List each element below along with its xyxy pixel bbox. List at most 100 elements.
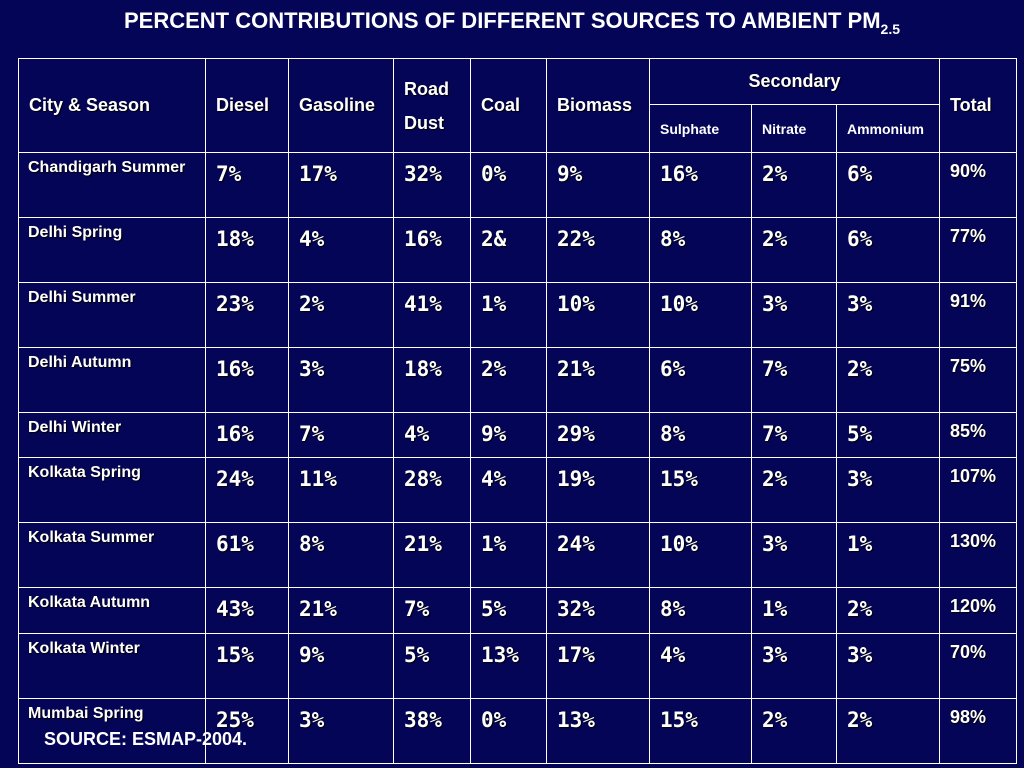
road-dust-cell: 21% xyxy=(393,522,471,588)
biomass-cell: 17% xyxy=(546,633,650,699)
city-cell: Delhi Spring xyxy=(18,217,206,283)
ammonium-cell: 6% xyxy=(836,152,940,218)
table-row: Delhi Winter 16% 7% 4% 9% 29% 8% 7% 5% 85% xyxy=(18,412,1017,458)
road-dust-cell: 4% xyxy=(393,412,471,458)
diesel-cell: 25% xyxy=(205,698,289,764)
biomass-cell: 19% xyxy=(546,457,650,523)
city-cell: Mumbai Spring xyxy=(18,698,206,764)
coal-cell: 2& xyxy=(470,217,547,283)
table-row: Kolkata Spring 24% 11% 28% 4% 19% 15% 2% 3% 107% xyxy=(18,457,1017,523)
header-secondary: Secondary xyxy=(649,58,940,105)
city-cell: Delhi Autumn xyxy=(18,347,206,413)
coal-cell: 0% xyxy=(470,698,547,764)
diesel-cell: 18% xyxy=(205,217,289,283)
diesel-cell: 7% xyxy=(205,152,289,218)
header-diesel: Diesel xyxy=(205,58,289,153)
table-row: Mumbai Spring 25% 3% 38% 0% 13% 15% 2% 2% 98% xyxy=(18,698,1017,764)
gasoline-cell: 7% xyxy=(288,412,394,458)
header-ammonium: Ammonium xyxy=(836,104,940,153)
coal-cell: 5% xyxy=(470,587,547,634)
total-cell: 120% xyxy=(939,587,1017,634)
table-row: Delhi Spring 18% 4% 16% 2& 22% 8% 2% 6% 77% xyxy=(18,217,1017,283)
ammonium-cell: 1% xyxy=(836,522,940,588)
header-gasoline: Gasoline xyxy=(288,58,394,153)
road-dust-cell: 28% xyxy=(393,457,471,523)
sulphate-cell: 10% xyxy=(649,282,752,348)
gasoline-cell: 9% xyxy=(288,633,394,699)
diesel-cell: 43% xyxy=(205,587,289,634)
total-cell: 130% xyxy=(939,522,1017,588)
table-body: Chandigarh Summer 7% 17% 32% 0% 9% 16% 2% 6% 90% D… xyxy=(18,152,1017,764)
biomass-cell: 24% xyxy=(546,522,650,588)
table-row: Kolkata Autumn 43% 21% 7% 5% 32% 8% 1% 2% 120% xyxy=(18,587,1017,634)
road-dust-cell: 7% xyxy=(393,587,471,634)
road-dust-cell: 41% xyxy=(393,282,471,348)
sulphate-cell: 8% xyxy=(649,217,752,283)
coal-cell: 1% xyxy=(470,522,547,588)
gasoline-cell: 17% xyxy=(288,152,394,218)
nitrate-cell: 3% xyxy=(751,633,837,699)
nitrate-cell: 7% xyxy=(751,412,837,458)
city-cell: Kolkata Winter xyxy=(18,633,206,699)
diesel-cell: 61% xyxy=(205,522,289,588)
coal-cell: 13% xyxy=(470,633,547,699)
biomass-cell: 32% xyxy=(546,587,650,634)
road-dust-cell: 16% xyxy=(393,217,471,283)
header-total: Total xyxy=(939,58,1017,153)
total-cell: 107% xyxy=(939,457,1017,523)
total-cell: 75% xyxy=(939,347,1017,413)
gasoline-cell: 21% xyxy=(288,587,394,634)
biomass-cell: 13% xyxy=(546,698,650,764)
header-city-season: City & Season xyxy=(18,58,206,153)
ammonium-cell: 3% xyxy=(836,282,940,348)
title-text: PERCENT CONTRIBUTIONS OF DIFFERENT SOURC… xyxy=(123,8,881,33)
biomass-cell: 10% xyxy=(546,282,650,348)
diesel-cell: 15% xyxy=(205,633,289,699)
ammonium-cell: 3% xyxy=(836,457,940,523)
coal-cell: 4% xyxy=(470,457,547,523)
city-cell: Kolkata Spring xyxy=(18,457,206,523)
header-road-dust-line2: Dust xyxy=(404,112,444,133)
diesel-cell: 24% xyxy=(205,457,289,523)
sulphate-cell: 16% xyxy=(649,152,752,218)
road-dust-cell: 38% xyxy=(393,698,471,764)
sulphate-cell: 8% xyxy=(649,412,752,458)
nitrate-cell: 2% xyxy=(751,457,837,523)
gasoline-cell: 4% xyxy=(288,217,394,283)
road-dust-cell: 5% xyxy=(393,633,471,699)
slide-title: PERCENT CONTRIBUTIONS OF DIFFERENT SOURC… xyxy=(0,8,1024,37)
ammonium-cell: 2% xyxy=(836,698,940,764)
ammonium-cell: 3% xyxy=(836,633,940,699)
road-dust-cell: 18% xyxy=(393,347,471,413)
city-cell: Chandigarh Summer xyxy=(18,152,206,218)
nitrate-cell: 1% xyxy=(751,587,837,634)
city-cell: Delhi Summer xyxy=(18,282,206,348)
ammonium-cell: 5% xyxy=(836,412,940,458)
total-cell: 70% xyxy=(939,633,1017,699)
ammonium-cell: 2% xyxy=(836,347,940,413)
sulphate-cell: 15% xyxy=(649,457,752,523)
contributions-table: City & Season Diesel Gasoline Road Dust … xyxy=(18,58,1017,764)
gasoline-cell: 8% xyxy=(288,522,394,588)
city-cell: Delhi Winter xyxy=(18,412,206,458)
nitrate-cell: 3% xyxy=(751,282,837,348)
total-cell: 90% xyxy=(939,152,1017,218)
coal-cell: 1% xyxy=(470,282,547,348)
total-cell: 85% xyxy=(939,412,1017,458)
table-row: Delhi Autumn 16% 3% 18% 2% 21% 6% 7% 2% 75% xyxy=(18,347,1017,413)
total-cell: 98% xyxy=(939,698,1017,764)
biomass-cell: 21% xyxy=(546,347,650,413)
nitrate-cell: 2% xyxy=(751,698,837,764)
table-row: Delhi Summer 23% 2% 41% 1% 10% 10% 3% 3% 91% xyxy=(18,282,1017,348)
diesel-cell: 23% xyxy=(205,282,289,348)
nitrate-cell: 3% xyxy=(751,522,837,588)
biomass-cell: 29% xyxy=(546,412,650,458)
nitrate-cell: 2% xyxy=(751,152,837,218)
source-note: SOURCE: ESMAP-2004. xyxy=(44,729,248,749)
nitrate-cell: 2% xyxy=(751,217,837,283)
diesel-cell: 16% xyxy=(205,347,289,413)
sulphate-cell: 4% xyxy=(649,633,752,699)
gasoline-cell: 2% xyxy=(288,282,394,348)
title-subscript: 2.5 xyxy=(880,21,901,37)
table-header: City & Season Diesel Gasoline Road Dust … xyxy=(18,58,1017,153)
